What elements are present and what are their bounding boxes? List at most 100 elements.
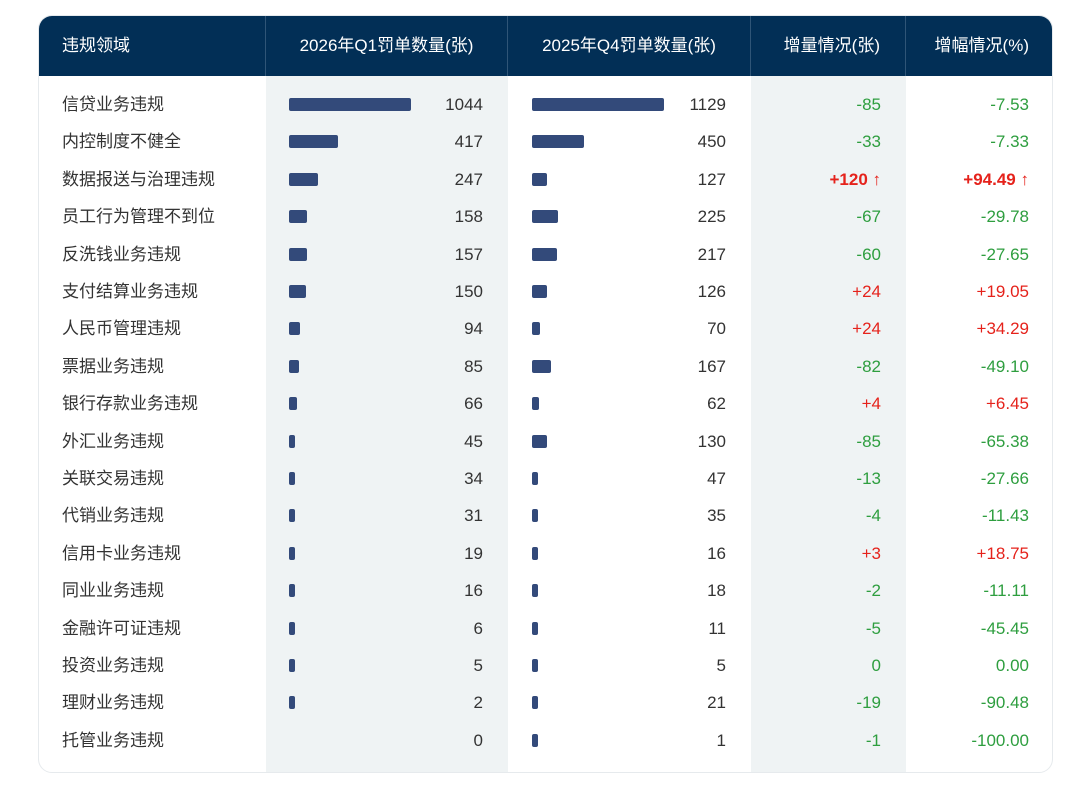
pct-value: -7.33 (990, 132, 1029, 152)
q1-bar (289, 285, 307, 298)
q1-bar (289, 584, 295, 598)
q1-bar (289, 472, 295, 485)
category-name: 金融许可证违规 (62, 618, 181, 638)
delta-value: -85 (856, 95, 881, 114)
q1-bar (289, 397, 297, 411)
pct-value: 0.00 (995, 656, 1029, 675)
q4-value: 70 (707, 319, 726, 339)
q4-bar (532, 247, 558, 261)
q4-value: 16 (707, 543, 726, 563)
q1-value: 5 (473, 656, 483, 675)
q4-bar (532, 285, 547, 298)
table-row: 票据业务违规 85 167 -82 -49.10 (39, 348, 1052, 385)
pct-value: -100.00 (971, 730, 1029, 750)
q4-bar (532, 322, 541, 336)
q4-bar (532, 98, 664, 111)
q1-value: 417 (454, 132, 483, 152)
q4-bar (532, 733, 538, 747)
pct-value: -11.11 (983, 581, 1029, 601)
q1-value: 157 (454, 244, 483, 264)
category-name: 人民币管理违规 (62, 319, 181, 339)
table-row: 信用卡业务违规 19 16 +3 +18.75 (39, 535, 1052, 572)
table-row: 支付结算业务违规 150 126 +24 +19.05 (39, 273, 1052, 310)
pct-value: +6.45 (985, 394, 1029, 414)
table-row: 投资业务违规 5 5 0 0.00 (39, 647, 1052, 684)
q4-value: 167 (697, 356, 726, 376)
table-header: 违规领域 2026年Q1罚单数量(张) 2025年Q4罚单数量(张) 增量情况(… (39, 16, 1052, 76)
q1-value: 94 (464, 319, 483, 339)
delta-value: -13 (856, 469, 881, 488)
q4-bar (532, 397, 540, 411)
delta-value: -19 (856, 693, 881, 713)
delta-value: -60 (856, 244, 881, 264)
q4-value: 127 (697, 169, 726, 189)
q4-bar (532, 696, 538, 710)
delta-value: +4 (861, 394, 881, 414)
header-q4: 2025年Q4罚单数量(张) (508, 16, 751, 76)
table-row: 外汇业务违规 45 130 -85 -65.38 (39, 423, 1052, 460)
delta-value: -2 (865, 581, 881, 601)
q4-bar (532, 434, 548, 448)
q4-value: 450 (697, 132, 726, 152)
q1-value: 2 (473, 693, 483, 713)
q1-bar (289, 434, 295, 448)
category-name: 外汇业务违规 (62, 431, 164, 451)
table-row: 数据报送与治理违规 247 127 +120 ↑ +94.49 ↑ (39, 161, 1052, 198)
category-name: 托管业务违规 (62, 730, 164, 750)
delta-value: +24 (852, 319, 881, 339)
q1-value: 150 (454, 282, 483, 301)
table-row: 代销业务违规 31 35 -4 -11.43 (39, 497, 1052, 534)
q4-value: 35 (707, 506, 726, 526)
pct-value: -27.66 (980, 469, 1029, 488)
category-name: 员工行为管理不到位 (62, 207, 215, 227)
pct-value: -45.45 (980, 618, 1029, 638)
table-row: 金融许可证违规 6 11 -5 -45.45 (39, 610, 1052, 647)
q4-value: 1129 (689, 95, 726, 114)
pct-value: -90.48 (980, 693, 1029, 713)
q1-bar (289, 621, 295, 635)
category-name: 票据业务违规 (62, 356, 164, 376)
q4-value: 11 (708, 618, 726, 638)
table-row: 反洗钱业务违规 157 217 -60 -27.65 (39, 236, 1052, 273)
q1-value: 6 (473, 618, 483, 638)
delta-value: 0 (871, 656, 881, 675)
q1-value: 16 (464, 581, 483, 601)
table-row: 托管业务违规 0 1 -1 -100.00 (39, 722, 1052, 759)
q1-value: 31 (464, 506, 483, 526)
category-name: 支付结算业务违规 (62, 282, 198, 301)
table-row: 信贷业务违规 1044 1129 -85 -7.53 (39, 86, 1052, 123)
q1-value: 19 (464, 543, 483, 563)
pct-value: +18.75 (976, 543, 1029, 563)
q4-value: 21 (707, 693, 726, 713)
delta-value: -85 (856, 431, 881, 451)
pct-value: -65.38 (980, 431, 1029, 451)
header-pct: 增幅情况(%) (934, 36, 1029, 55)
table-row: 人民币管理违规 94 70 +24 +34.29 (39, 310, 1052, 347)
q1-value: 247 (454, 169, 483, 189)
category-name: 银行存款业务违规 (62, 394, 198, 414)
delta-column-shade (751, 76, 906, 772)
pct-value: -49.10 (980, 356, 1029, 376)
delta-value: -4 (865, 506, 881, 526)
q4-value: 1 (716, 730, 726, 750)
q1-bar (289, 247, 308, 261)
q1-bar (289, 359, 299, 373)
pct-value: +19.05 (976, 282, 1029, 301)
q1-value: 1044 (445, 95, 483, 114)
q4-value: 47 (707, 469, 726, 488)
delta-value: +120 ↑ (829, 169, 881, 189)
pct-value: -11.43 (982, 506, 1029, 526)
category-name: 数据报送与治理违规 (62, 169, 215, 189)
q1-bar (289, 509, 295, 523)
q4-value: 130 (697, 431, 726, 451)
q4-bar (532, 472, 538, 485)
pct-value: -7.53 (990, 95, 1029, 114)
q4-bar (532, 172, 547, 186)
q4-bar (532, 659, 538, 672)
pct-value: -29.78 (980, 207, 1029, 227)
category-name: 信用卡业务违规 (62, 543, 181, 563)
q1-bar (289, 172, 318, 186)
delta-value: -5 (865, 618, 881, 638)
category-name: 投资业务违规 (62, 656, 164, 675)
q1-column-shade (266, 76, 508, 772)
